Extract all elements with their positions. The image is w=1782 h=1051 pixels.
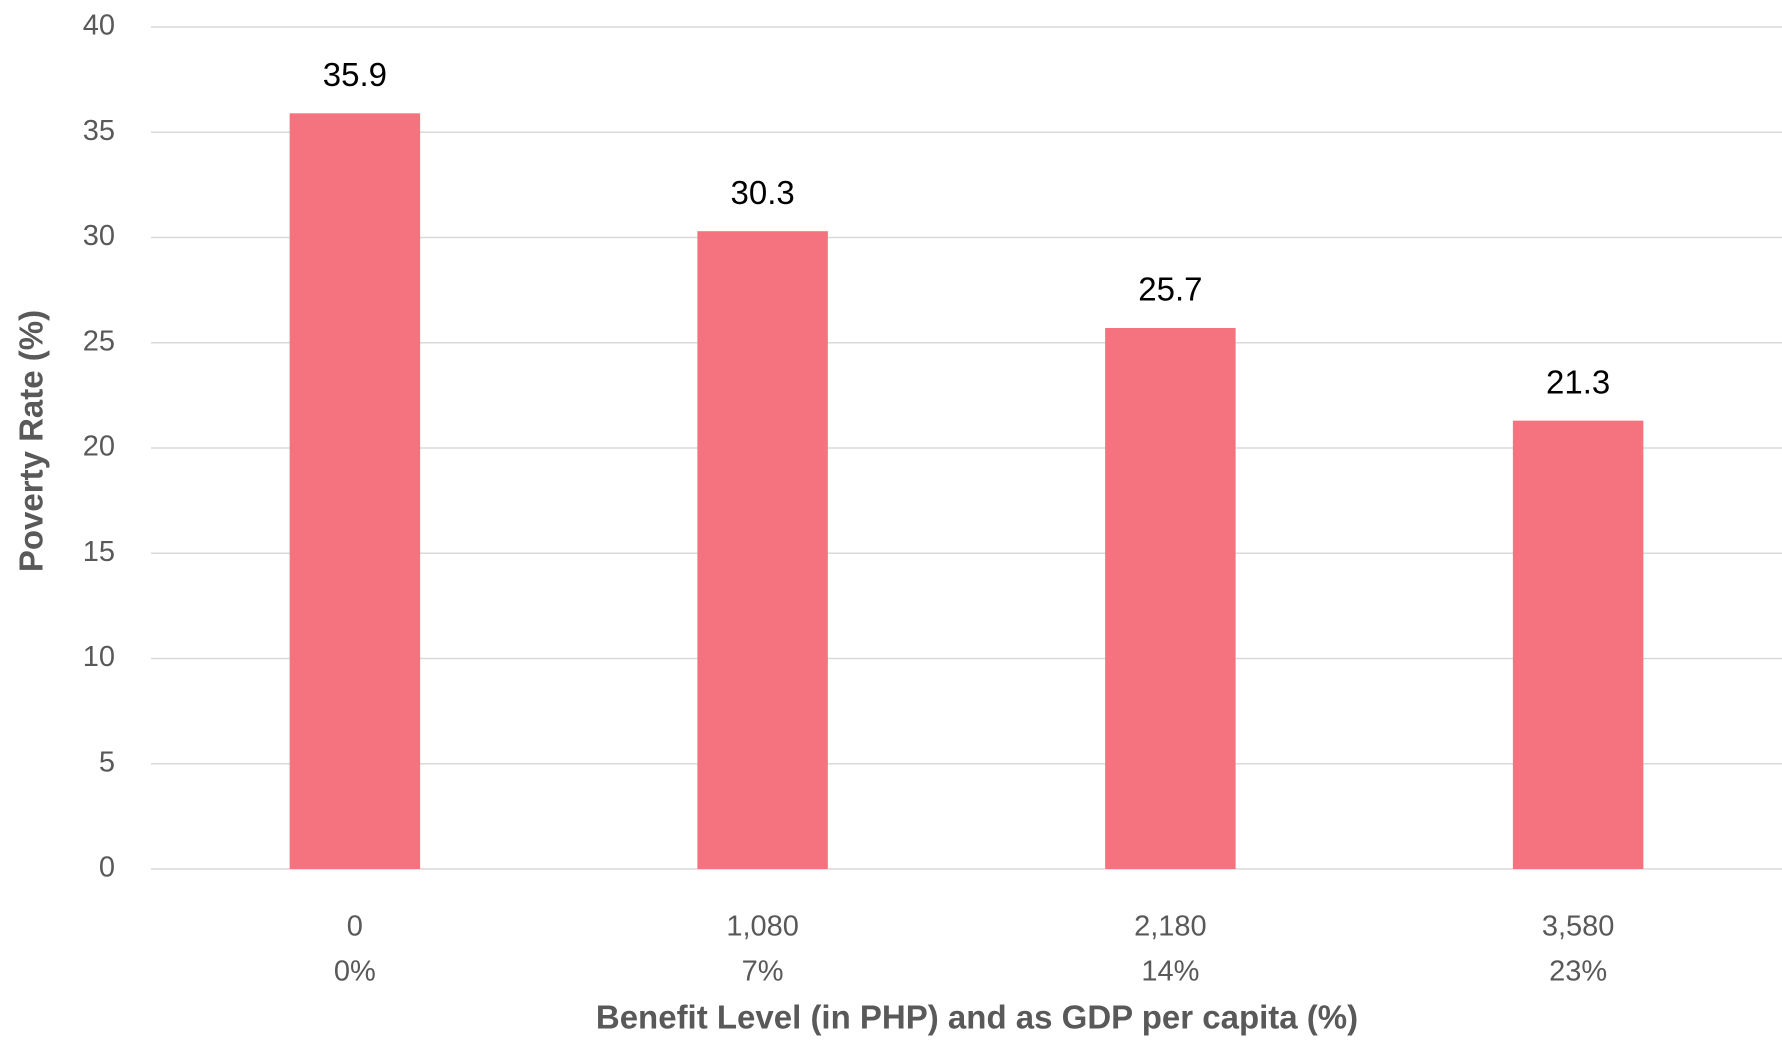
y-tick-label: 30	[83, 220, 115, 252]
y-tick-label: 20	[83, 431, 115, 463]
x-tick-label: 3,580	[1542, 911, 1615, 943]
x-tick-label: 14%	[1141, 956, 1199, 988]
bar	[1512, 420, 1644, 869]
y-axis-title: Poverty Rate (%)	[13, 310, 50, 572]
bar	[1105, 328, 1236, 869]
y-tick-label: 25	[83, 325, 115, 357]
y-tick-label: 15	[83, 536, 115, 568]
x-tick-label: 0	[347, 911, 363, 943]
x-tick-label: 1,080	[726, 911, 799, 943]
data-label: 30.3	[731, 174, 795, 211]
x-tick-label: 0%	[334, 956, 376, 988]
bar	[697, 231, 828, 869]
y-tick-label: 10	[83, 641, 115, 673]
x-tick-label: 23%	[1549, 956, 1607, 988]
y-tick-label: 0	[99, 852, 115, 884]
y-tick-label: 5	[99, 746, 115, 778]
data-label: 35.9	[323, 56, 387, 93]
y-tick-label: 40	[83, 10, 115, 42]
x-axis-title: Benefit Level (in PHP) and as GDP per ca…	[596, 999, 1358, 1036]
bar	[289, 113, 421, 870]
data-label: 25.7	[1138, 271, 1202, 308]
x-tick-label: 2,180	[1134, 911, 1207, 943]
x-tick-label: 7%	[742, 956, 784, 988]
data-label: 21.3	[1546, 363, 1610, 400]
y-tick-label: 35	[83, 115, 115, 147]
